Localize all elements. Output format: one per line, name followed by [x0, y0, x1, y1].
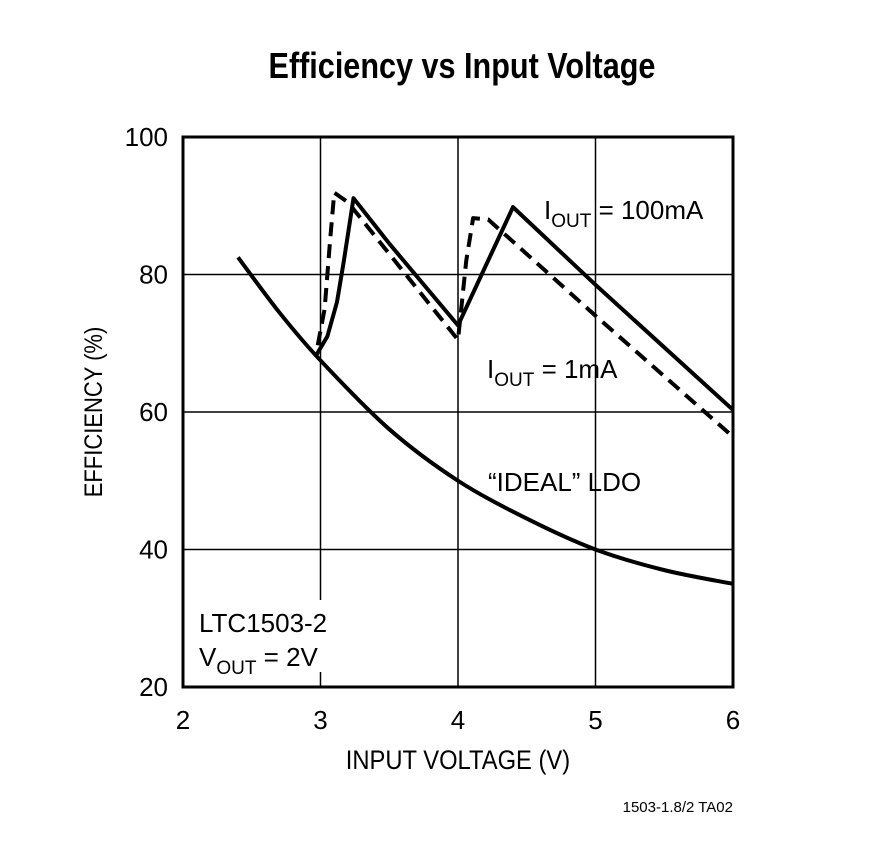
x-tick-label: 4	[451, 705, 465, 735]
y-tick-label: 20	[139, 672, 168, 702]
figure-id: 1503-1.8/2 TA02	[623, 799, 733, 816]
curves	[236, 190, 735, 586]
y-tick-label: 80	[139, 260, 168, 290]
annotation-part: LTC1503-2	[199, 608, 327, 638]
y-tick-label: 40	[139, 535, 168, 565]
annotation-iout-1ma: IOUT = 1mA	[487, 354, 618, 391]
x-axis-label: INPUT VOLTAGE (V)	[346, 746, 570, 776]
tick-labels: 2 3 4 5 6 20 40 60 80 100	[125, 122, 741, 735]
x-tick-label: 3	[313, 705, 327, 735]
x-tick-label: 5	[588, 705, 602, 735]
chart-title: Efficiency vs Input Voltage	[269, 47, 656, 87]
y-axis-label: EFFICIENCY (%)	[80, 327, 108, 498]
series-line-iout-1ma	[315, 190, 735, 439]
label-background	[196, 600, 336, 672]
annotation-vout: VOUT = 2V	[199, 642, 319, 679]
annotation-iout-100ma: IOUT = 100mA	[544, 195, 704, 232]
x-tick-label: 2	[176, 705, 190, 735]
x-tick-label: 6	[726, 705, 740, 735]
series-line-ideal-ldo	[236, 256, 734, 586]
plot-frame	[181, 135, 735, 689]
series-line-iout-100ma	[314, 196, 735, 412]
annotation-ideal-ldo: “IDEAL” LDO	[488, 467, 641, 497]
y-tick-label: 100	[125, 122, 168, 152]
y-tick-label: 60	[139, 397, 168, 427]
